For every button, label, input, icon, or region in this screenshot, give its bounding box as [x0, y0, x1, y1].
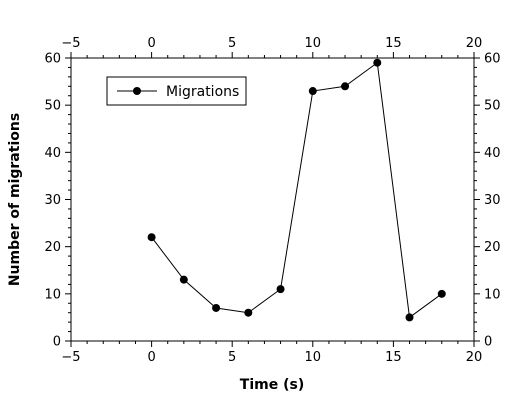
- x-tick-label-bottom: 10: [305, 350, 322, 365]
- x-tick-label-top: 20: [466, 36, 483, 51]
- series-line-0: [151, 61, 443, 319]
- data-point: [147, 233, 156, 242]
- y-axis-label: Number of migrations: [7, 113, 23, 286]
- data-point: [244, 308, 253, 317]
- legend-box: [106, 76, 247, 106]
- x-tick-label-top: 15: [385, 36, 402, 51]
- y-tick-label-right: 30: [484, 193, 501, 208]
- x-tick-label-bottom: 0: [147, 350, 155, 365]
- y-tick-label-left: 50: [44, 99, 61, 114]
- legend-marker-swatch: [133, 87, 141, 95]
- x-tick-label-top: 5: [228, 36, 236, 51]
- x-tick-label-bottom: −5: [61, 350, 80, 365]
- x-tick-label-top: −5: [61, 36, 80, 51]
- y-tick-label-right: 0: [484, 335, 492, 350]
- data-point: [212, 303, 221, 312]
- y-tick-label-left: 30: [44, 193, 61, 208]
- y-tick-label-right: 10: [484, 287, 501, 302]
- x-tick-label-bottom: 20: [466, 350, 483, 365]
- data-point: [437, 289, 446, 298]
- data-series: [147, 58, 446, 322]
- y-tick-label-right: 50: [484, 99, 501, 114]
- x-tick-label-top: 0: [147, 36, 155, 51]
- y-tick-label-left: 20: [44, 240, 61, 255]
- data-point: [276, 285, 285, 294]
- y-tick-label-right: 40: [484, 146, 501, 161]
- x-axis-label: Time (s): [240, 377, 304, 393]
- y-tick-label-right: 60: [484, 52, 501, 67]
- data-point: [308, 87, 317, 96]
- data-point: [373, 58, 382, 67]
- legend-label-migrations: Migrations: [166, 84, 239, 100]
- y-tick-label-left: 60: [44, 52, 61, 67]
- data-point: [341, 82, 350, 91]
- y-tick-label-left: 40: [44, 146, 61, 161]
- legend: Migrations: [106, 76, 247, 106]
- data-point: [405, 313, 414, 322]
- x-tick-label-top: 10: [305, 36, 322, 51]
- y-tick-label-left: 10: [44, 287, 61, 302]
- axis-ticks: [65, 52, 480, 347]
- x-tick-label-bottom: 5: [228, 350, 236, 365]
- y-tick-label-right: 20: [484, 240, 501, 255]
- x-tick-label-bottom: 15: [385, 350, 402, 365]
- y-tick-label-left: 0: [53, 335, 61, 350]
- data-point: [179, 275, 188, 284]
